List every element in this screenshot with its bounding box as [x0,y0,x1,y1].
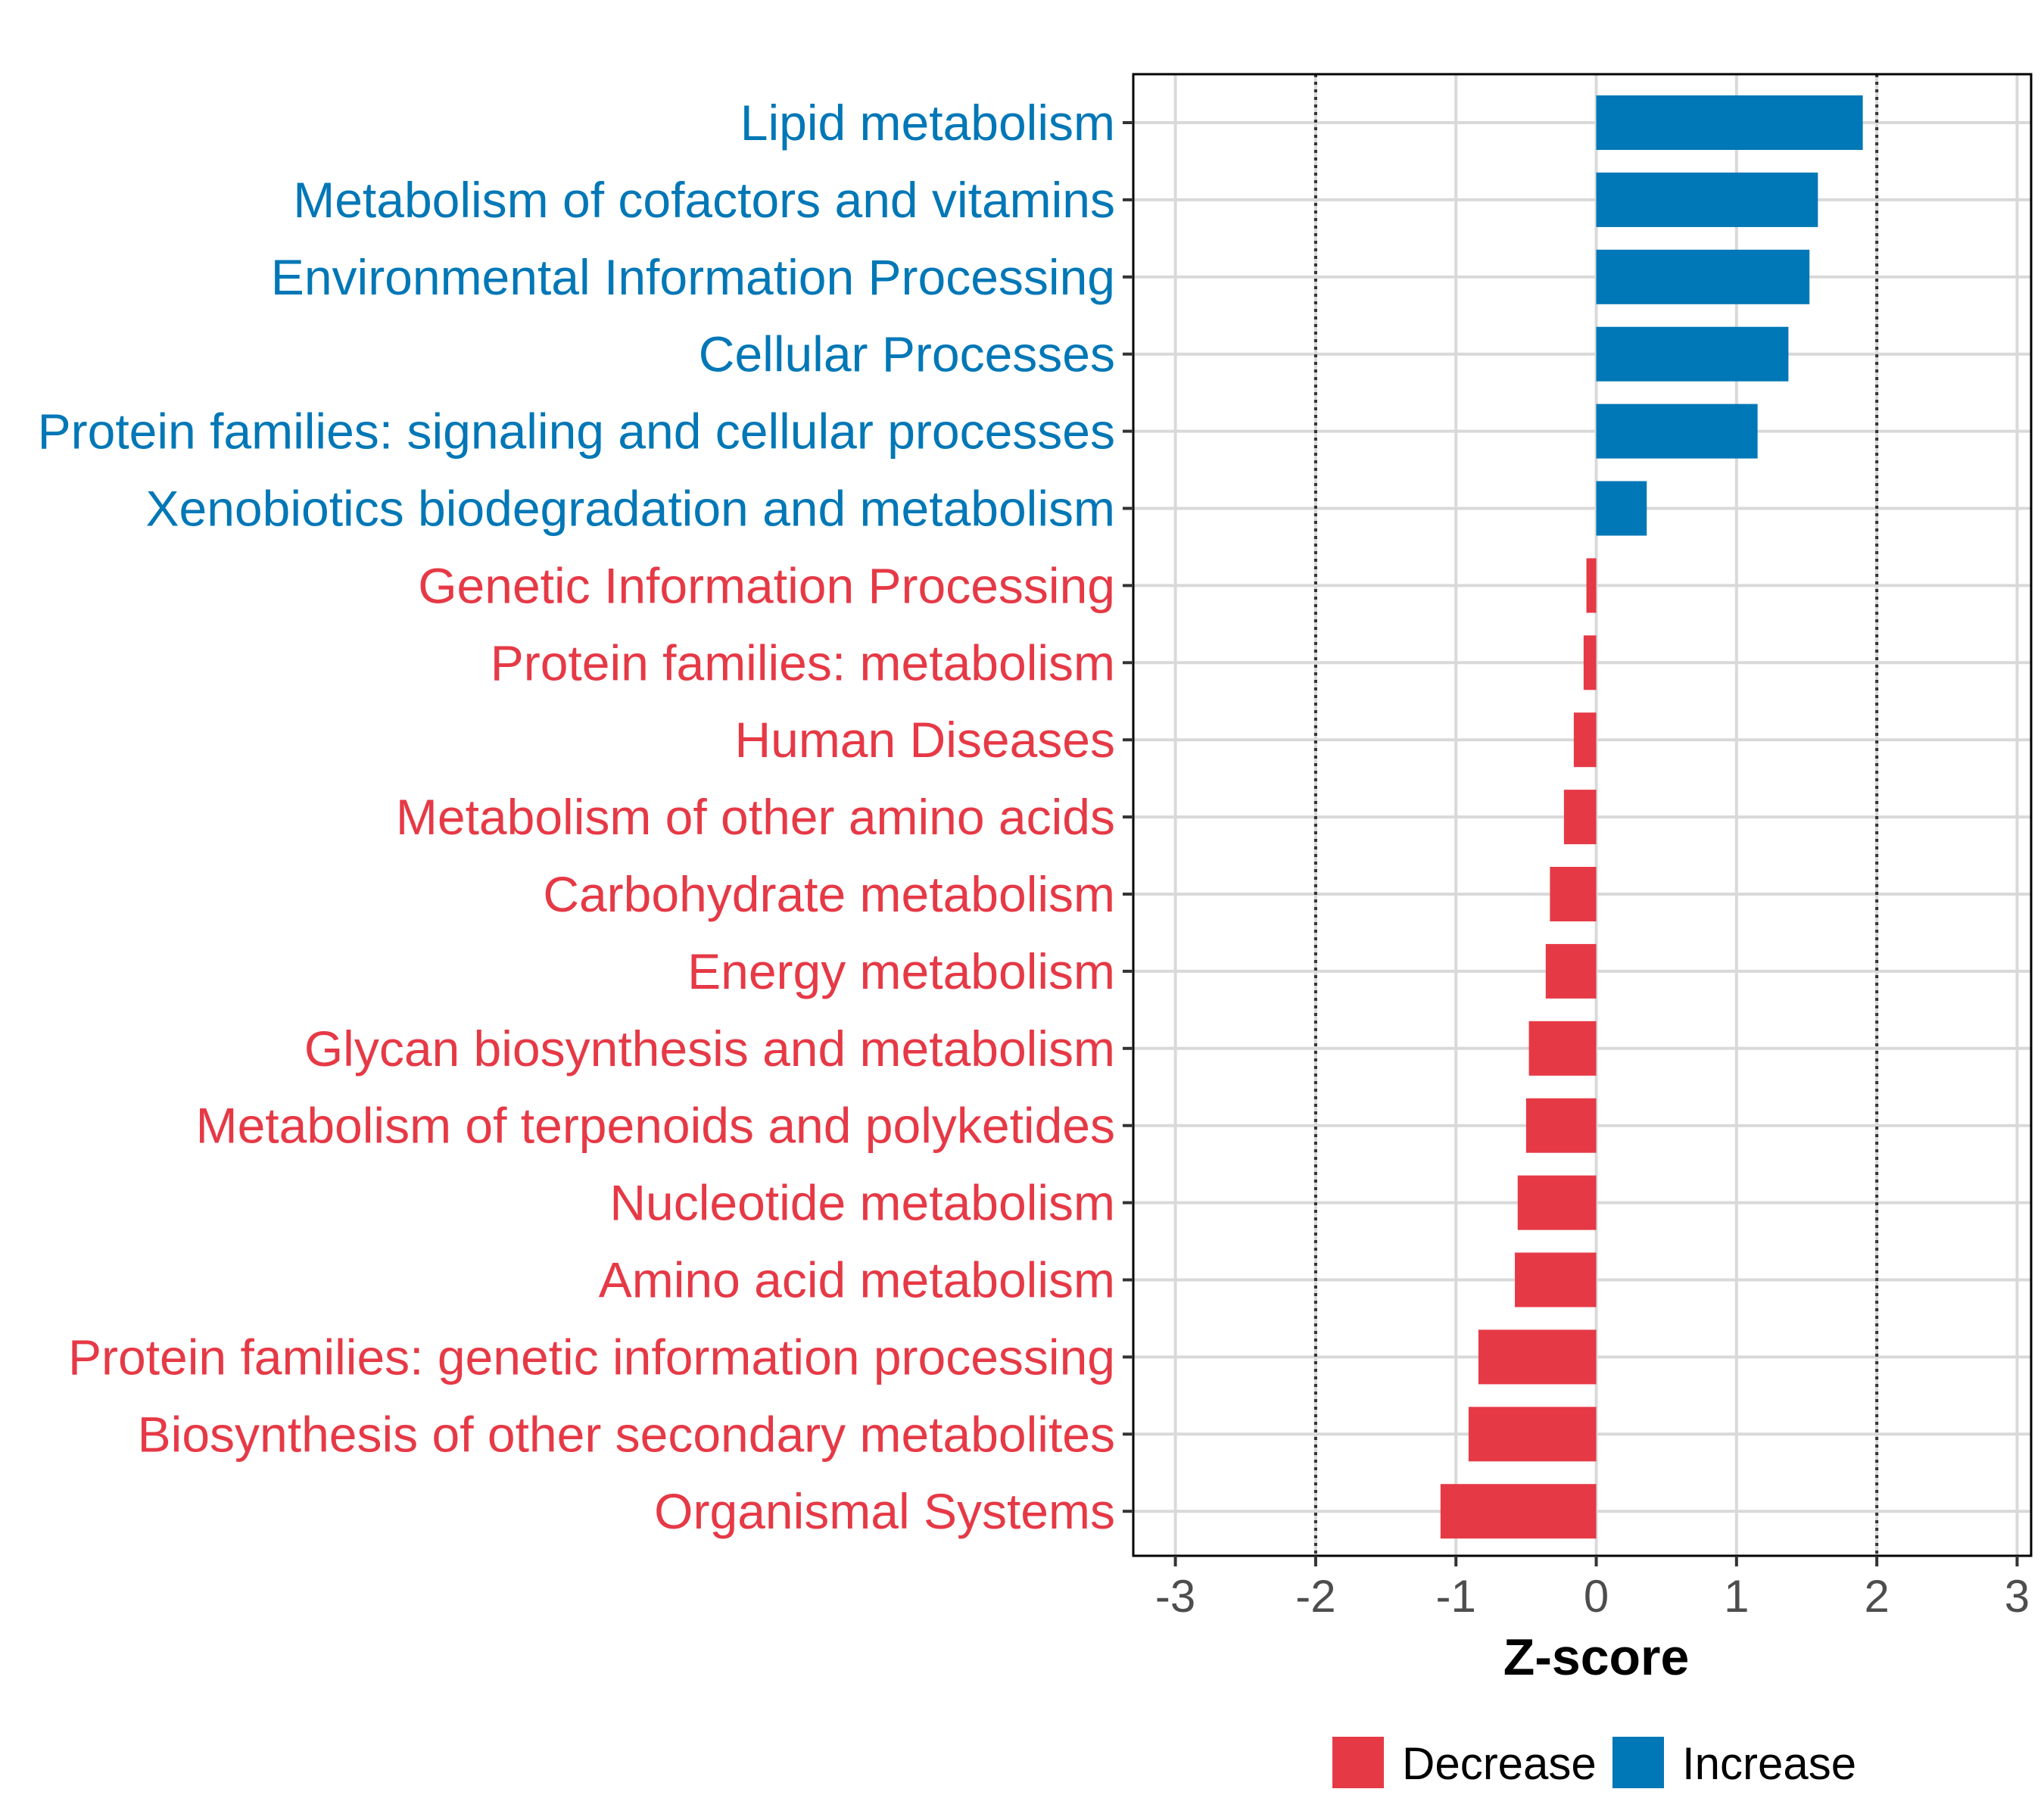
bar [1468,1407,1597,1462]
category-label: Amino acid metabolism [599,1252,1115,1308]
bar [1478,1329,1597,1385]
legend-swatch [1332,1737,1384,1788]
legend-label: Increase [1682,1738,1856,1789]
category-label: Protein families: signaling and cellular… [38,404,1115,460]
x-tick-label: 2 [1864,1571,1889,1622]
category-label: Genetic Information Processing [418,557,1115,613]
bar [1596,249,1810,304]
category-label: Cellular Processes [699,326,1115,382]
bar [1596,172,1818,227]
bar [1515,1252,1597,1307]
bar [1528,1021,1597,1076]
category-label: Xenobiotics biodegradation and metabolis… [146,481,1116,537]
bar [1596,326,1789,382]
bar [1517,1175,1597,1230]
bar [1596,481,1647,536]
category-label: Biosynthesis of other secondary metaboli… [138,1406,1115,1462]
bar [1563,790,1597,845]
category-label: Glycan biosynthesis and metabolism [304,1021,1115,1077]
category-label: Lipid metabolism [740,95,1115,151]
bar [1596,95,1863,150]
category-label: Carbohydrate metabolism [543,866,1115,922]
category-label: Metabolism of other amino acids [396,789,1115,845]
category-label: Metabolism of cofactors and vitamins [293,172,1115,228]
category-label: Protein families: metabolism [491,634,1115,690]
category-label: Human Diseases [734,712,1115,768]
x-tick-label: 3 [2005,1571,2030,1622]
category-label: Organismal Systems [654,1483,1115,1539]
bar [1545,943,1597,999]
category-label: Nucleotide metabolism [609,1175,1115,1231]
x-tick-label: 1 [1724,1571,1749,1622]
x-axis-ticks: -3 -2 -1 0 1 2 3 [1155,1556,2030,1622]
x-axis-title: Z-score [1503,1628,1690,1686]
x-tick-label: -2 [1295,1571,1335,1622]
bar [1440,1484,1597,1539]
category-label: Energy metabolism [687,943,1115,999]
legend: Decrease Increase [1332,1737,1856,1789]
bar [1525,1098,1597,1153]
bar [1586,558,1597,613]
bar [1573,712,1597,768]
bars [1440,95,1863,1539]
category-label: Protein families: genetic information pr… [68,1329,1115,1385]
legend-label: Decrease [1402,1738,1597,1789]
x-tick-label: 0 [1584,1571,1609,1622]
category-labels: Lipid metabolism Metabolism of cofactors … [38,95,1115,1539]
bar [1583,635,1597,690]
panel-border [1132,73,2033,1557]
reference-lines [1313,74,1879,1556]
x-tick-label: -1 [1436,1571,1476,1622]
category-label: Metabolism of terpenoids and polyketides [196,1098,1115,1154]
bar [1550,867,1597,921]
bar [1596,404,1758,459]
y-axis-ticks [1123,121,1133,1513]
category-label: Environmental Information Processing [271,249,1115,305]
legend-swatch [1612,1737,1664,1788]
x-tick-label: -3 [1155,1571,1195,1622]
